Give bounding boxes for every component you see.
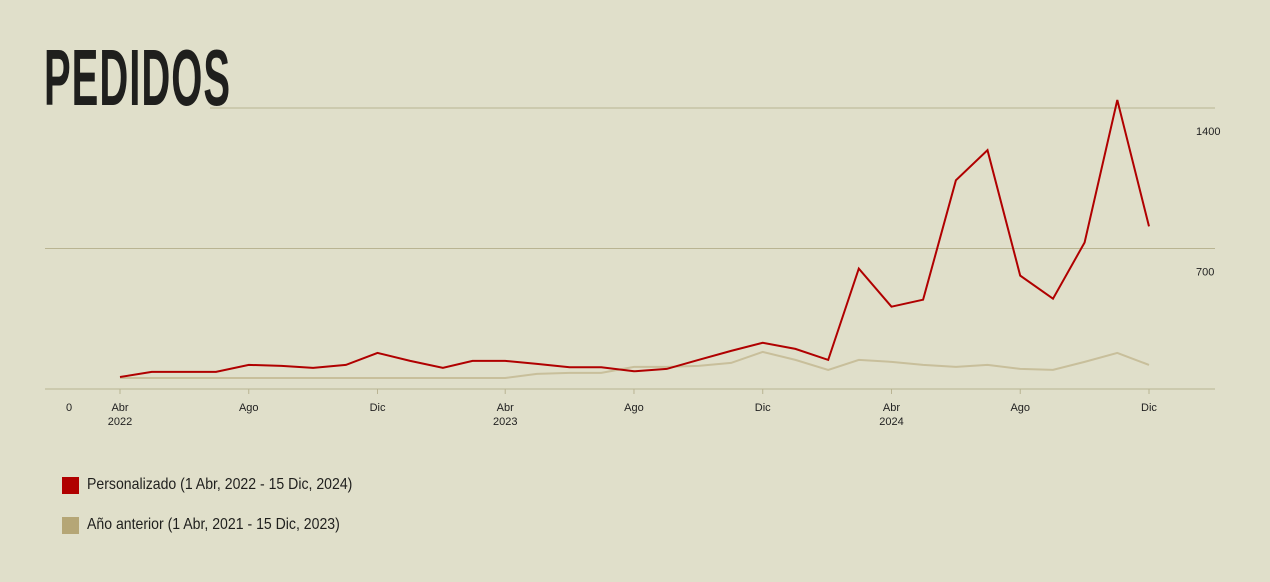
y-tick-label-700: 700 xyxy=(1196,267,1214,279)
x-tick-label-7: Ago xyxy=(1010,402,1030,414)
x-tick-label-6: Abr xyxy=(883,402,900,414)
legend-label-custom: Personalizado (1 Abr, 2022 - 15 Dic, 202… xyxy=(87,476,353,493)
x-tick-label-4: Ago xyxy=(624,402,644,414)
y-tick-label-0: 0 xyxy=(66,402,72,414)
x-tick-year-6: 2024 xyxy=(879,416,903,428)
legend-item-custom[interactable]: Personalizado (1 Abr, 2022 - 15 Dic, 202… xyxy=(62,476,389,494)
x-tick-label-2: Dic xyxy=(370,402,386,414)
legend-swatch-previous-year xyxy=(62,516,79,534)
legend-label-previous-year: Año anterior (1 Abr, 2021 - 15 Dic, 2023… xyxy=(87,516,340,533)
x-tick-year-0: 2022 xyxy=(108,416,132,428)
x-tick-label-1: Ago xyxy=(239,402,259,414)
x-tick-label-8: Dic xyxy=(1141,402,1157,414)
series-line-previous-year xyxy=(120,350,1150,379)
x-tick-label-3: Abr xyxy=(497,402,514,414)
y-tick-label-1400: 1400 xyxy=(1196,126,1220,138)
chart-title: PEDIDOS xyxy=(44,33,232,122)
legend-swatch-custom xyxy=(62,476,79,494)
x-tick-label-0: Abr xyxy=(111,402,128,414)
x-tick-year-3: 2023 xyxy=(493,416,517,428)
series-line-custom xyxy=(119,99,1150,378)
legend-item-previous-year[interactable]: Año anterior (1 Abr, 2021 - 15 Dic, 2023… xyxy=(62,516,374,534)
x-tick-label-5: Dic xyxy=(755,402,771,414)
